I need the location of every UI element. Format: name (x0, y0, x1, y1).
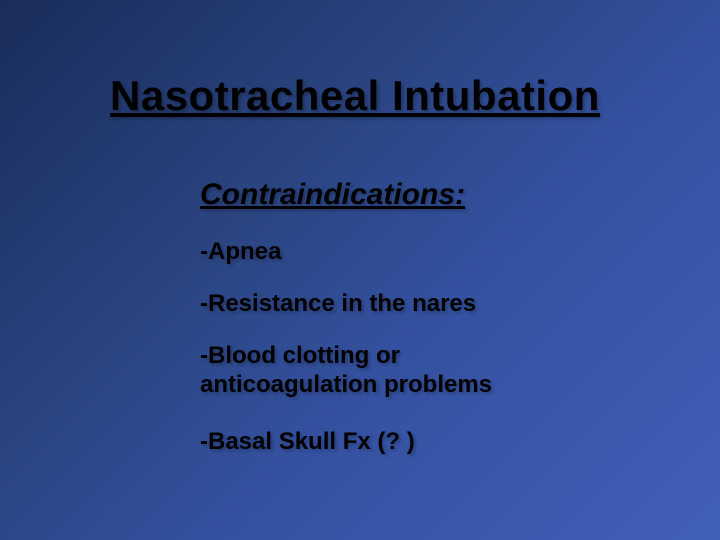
slide-container: Nasotracheal Intubation Contraindication… (0, 0, 720, 540)
subtitle-text: Contraindications (200, 178, 455, 211)
subtitle-colon: : (455, 178, 465, 211)
bullet-item: -Resistance in the nares (200, 290, 476, 319)
slide-title: Nasotracheal Intubation (110, 72, 600, 120)
slide-subtitle: Contraindications: (200, 178, 465, 212)
bullet-item: -Basal Skull Fx (? ) (200, 428, 415, 457)
bullet-item: -Blood clotting or anticoagulation probl… (200, 342, 560, 400)
bullet-item: -Apnea (200, 238, 281, 267)
